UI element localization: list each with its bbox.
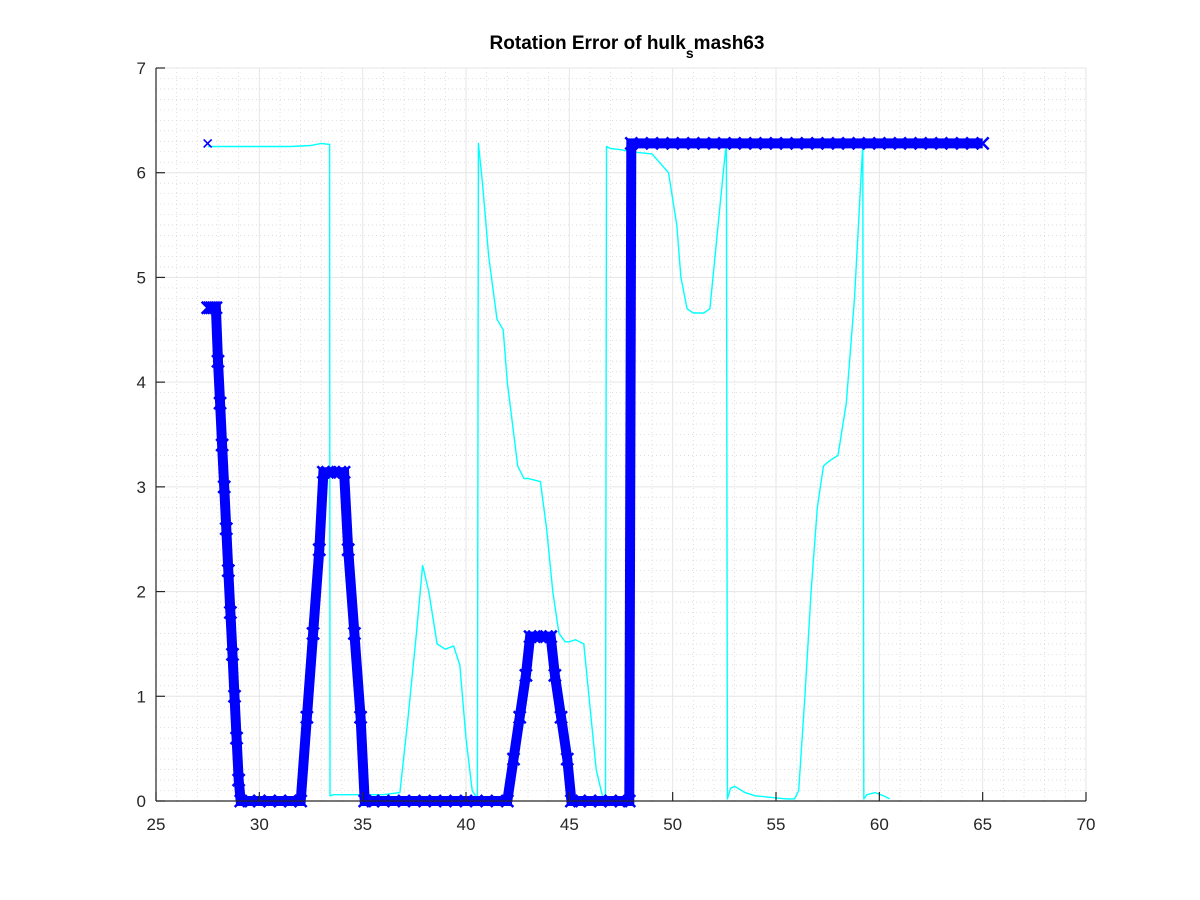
series-point-thick — [686, 136, 701, 151]
series-point-thick — [831, 136, 845, 151]
series-point-thick — [727, 136, 742, 151]
x-tick-label: 50 — [663, 815, 682, 834]
x-tick-label: 60 — [870, 815, 889, 834]
series-point-thick — [554, 710, 568, 725]
series-point-thick — [527, 629, 542, 644]
series-point-thick — [512, 710, 527, 725]
series-point-thick — [231, 773, 246, 787]
series-point-thick — [707, 136, 721, 151]
series-point-thick — [206, 300, 221, 315]
y-tick-label: 5 — [137, 268, 146, 287]
series-point-thick — [347, 626, 362, 641]
series-point-thick — [624, 136, 639, 151]
y-tick-label: 1 — [137, 687, 146, 706]
series-point-thick — [547, 668, 562, 683]
series-point-thick — [320, 465, 335, 480]
series-point-thick — [955, 136, 969, 151]
series-point-thick — [229, 731, 244, 746]
series-point-thick — [209, 300, 223, 315]
series-point-thick — [306, 626, 320, 641]
x-tick-label: 65 — [973, 815, 992, 834]
series-point-thick — [299, 710, 314, 725]
plot-series — [200, 136, 990, 808]
series-point-thick — [872, 136, 887, 151]
chart-title: Rotation Error of hulksmash63 — [490, 33, 765, 61]
x-tick-label: 55 — [767, 815, 786, 834]
series-point-thick — [204, 300, 219, 315]
series-point-thick — [211, 354, 225, 369]
y-tick-label: 2 — [137, 583, 146, 602]
series-point-thick — [975, 136, 990, 151]
series-point-thick — [219, 521, 234, 536]
series-point-thick — [506, 752, 521, 766]
y-tick-label: 6 — [137, 164, 146, 183]
series-point-thick — [316, 465, 331, 480]
x-tick-label: 45 — [560, 815, 579, 834]
series-point-thick — [519, 668, 533, 683]
x-tick-label: 70 — [1077, 815, 1096, 834]
x-tick-label: 25 — [147, 815, 166, 834]
series-point-thick — [769, 136, 783, 151]
x-tick-label: 40 — [457, 815, 476, 834]
series-point-thick — [523, 629, 537, 644]
x-tick-label: 30 — [250, 815, 269, 834]
series-point-thick — [333, 465, 347, 480]
series-point-thick — [560, 752, 575, 766]
series-point-thick — [913, 136, 928, 151]
y-tick-label: 4 — [137, 373, 146, 392]
series-point-thick — [341, 542, 356, 557]
series-point-thick — [213, 396, 227, 410]
series-point-thick — [326, 465, 341, 480]
series-point-thick — [893, 136, 907, 151]
series-point-thick — [533, 629, 548, 644]
y-tick-label: 3 — [137, 478, 146, 497]
annotation-marker — [203, 138, 213, 148]
series-point-thick — [543, 629, 558, 644]
series-point-thick — [645, 136, 659, 151]
series-point-thick — [353, 710, 368, 725]
y-tick-label: 0 — [137, 792, 146, 811]
series-point-thick — [337, 465, 351, 480]
chart-title-suffix: mash63 — [694, 33, 765, 54]
series-point-thick — [312, 542, 327, 557]
series-point-thick — [227, 689, 242, 704]
series-point-thick — [748, 136, 763, 151]
series-point-thick — [215, 438, 230, 452]
series-point-thick — [225, 647, 240, 662]
series-point-thick — [851, 136, 866, 151]
series-point-thick — [221, 563, 236, 578]
series-point-thick — [789, 136, 804, 151]
x-tick-label: 35 — [353, 815, 372, 834]
series-point-thick — [217, 479, 232, 494]
series-point-thick — [539, 629, 554, 644]
minor-grid — [156, 68, 1086, 801]
chart-title-subscript: s — [686, 45, 694, 61]
series-point-thick — [202, 300, 217, 315]
series-point-thick — [223, 605, 238, 620]
series-point-thick — [665, 136, 680, 151]
axes — [155, 67, 1087, 802]
chart-title-main: Rotation Error of hulk — [490, 33, 687, 54]
series-line-thin — [207, 142, 891, 800]
series-point-thick — [810, 136, 825, 151]
y-tick-label: 7 — [137, 59, 146, 78]
series-point-thick — [934, 136, 949, 151]
